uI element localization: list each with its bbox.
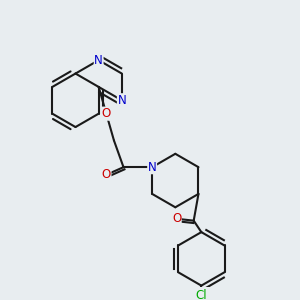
Text: O: O bbox=[172, 212, 181, 225]
Text: N: N bbox=[148, 161, 157, 174]
Text: O: O bbox=[102, 168, 111, 181]
Text: N: N bbox=[117, 94, 126, 107]
Text: O: O bbox=[102, 107, 111, 120]
Text: N: N bbox=[94, 54, 103, 67]
Text: Cl: Cl bbox=[196, 289, 207, 300]
